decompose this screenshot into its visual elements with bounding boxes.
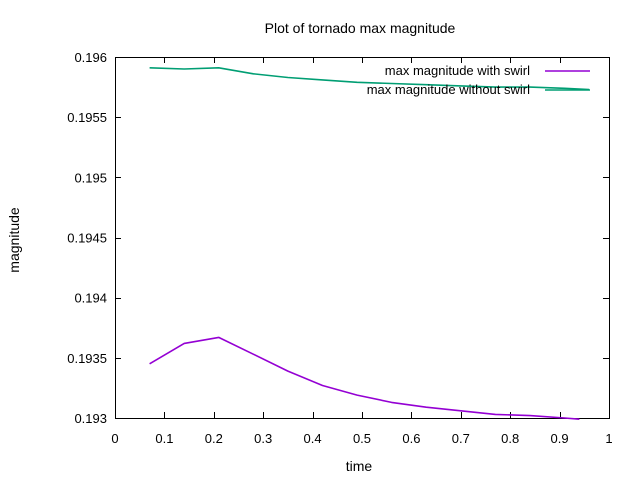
y-tick-label: 0.1935 [67,351,107,366]
axes-layer: 0 0.1 0.2 0.3 0.4 0.5 0.6 0.7 0.8 0.9 1 0.193 0.1935… [67,50,612,446]
y-tick-label: 0.196 [74,50,107,65]
plot-frame [115,57,610,419]
legend-label: max magnitude without swirl [367,82,530,97]
legend-label: max magnitude with swirl [385,63,530,78]
x-tick-label: 0.5 [353,431,371,446]
y-tick-label: 0.1955 [67,110,107,125]
x-tick-label: 0.4 [304,431,322,446]
x-tick-label: 0.2 [205,431,223,446]
y-tick-label: 0.194 [74,291,107,306]
x-tick-label: 0.6 [402,431,420,446]
y-tick-label: 0.195 [74,170,107,185]
x-axis-label: time [346,458,373,474]
series-line-1 [149,336,580,420]
series-layer [149,67,590,420]
x-tick-label: 0.9 [551,431,569,446]
series-line-2 [149,67,590,91]
x-tick-label: 0.1 [155,431,173,446]
y-axis-label: magnitude [6,207,22,273]
y-tick-label: 0.193 [74,411,107,426]
x-tick-label: 0.7 [452,431,470,446]
x-tick-label: 1 [605,431,612,446]
y-tick-label: 0.1945 [67,231,107,246]
chart-title: Plot of tornado max magnitude [265,20,456,36]
x-tick-label: 0.8 [501,431,519,446]
x-tick-label: 0.3 [254,431,272,446]
x-tick-label: 0 [111,431,118,446]
legend: max magnitude with swirl max magnitude wi… [367,63,590,97]
